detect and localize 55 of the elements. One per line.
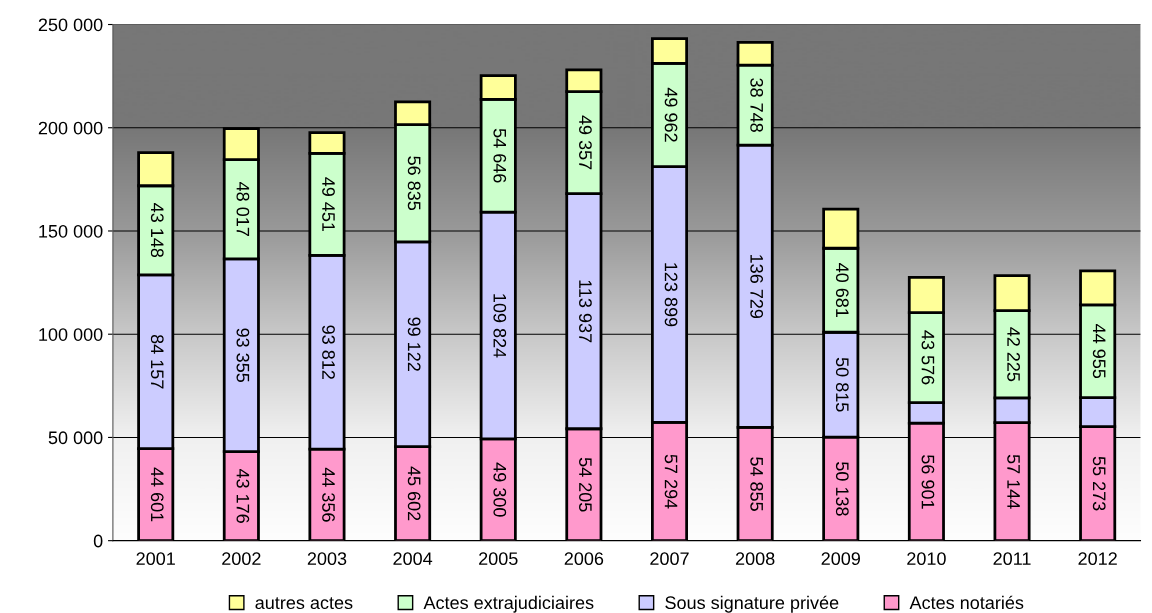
data-label: 42 225 [1007, 327, 1020, 382]
y-tick-label: 50 000 [48, 431, 103, 445]
data-label: 56 901 [921, 455, 935, 509]
data-label: 113 937 [579, 280, 592, 343]
data-label: 49 962 [664, 87, 678, 142]
data-label: 123 899 [664, 263, 678, 327]
y-tick-label: 150 000 [39, 224, 103, 238]
legend-label: autres actes [255, 597, 353, 610]
data-label: 38 748 [750, 78, 764, 132]
data-label: 57 144 [1007, 454, 1020, 509]
data-label: 44 356 [322, 467, 335, 522]
data-label: 99 122 [407, 317, 421, 371]
x-tick-label: 2009 [821, 552, 860, 566]
data-label: 44 601 [150, 467, 164, 522]
x-tick-label: 2006 [564, 552, 604, 566]
data-label: 49 451 [322, 177, 335, 232]
data-label: 45 602 [407, 466, 421, 521]
data-label: 49 357 [579, 115, 592, 170]
y-tick-label: 200 000 [38, 121, 103, 135]
data-label: 57 294 [664, 454, 678, 509]
data-label: 49 300 [493, 462, 507, 517]
x-tick-label: 2005 [479, 552, 518, 566]
x-tick-label: 2004 [393, 552, 433, 566]
y-tick-label: 250 000 [38, 18, 103, 32]
data-label: 136 729 [750, 255, 764, 319]
data-label: 54 205 [579, 457, 592, 512]
legend-label: Actes notariés [909, 595, 1024, 610]
data-label: 48 017 [236, 182, 250, 236]
data-label: 54 646 [493, 128, 507, 183]
legend-label: Actes extrajudiciaires [423, 595, 594, 613]
data-label: 43 176 [236, 468, 250, 523]
x-tick-label: 2003 [307, 552, 347, 566]
y-tick-label: 0 [93, 534, 103, 548]
x-tick-label: 2001 [136, 552, 175, 566]
data-label: 43 148 [150, 203, 164, 258]
data-label: 93 355 [236, 328, 250, 383]
x-tick-label: 2010 [907, 552, 946, 566]
data-label: 44 955 [1092, 324, 1106, 379]
data-label: 55 273 [1092, 456, 1106, 511]
data-label: 50 138 [835, 462, 849, 516]
y-tick-label: 100 000 [39, 328, 103, 341]
x-tick-label: 2012 [1078, 552, 1117, 566]
data-label: 50 815 [835, 357, 849, 412]
x-tick-label: 2011 [993, 552, 1031, 566]
data-label: 56 835 [407, 156, 421, 211]
data-label: 54 855 [750, 457, 764, 511]
x-tick-label: 2008 [735, 552, 775, 566]
x-tick-label: 2002 [222, 552, 261, 566]
data-label: 40 681 [835, 263, 849, 317]
data-label: 84 157 [150, 334, 164, 389]
data-label: 93 812 [322, 325, 335, 379]
data-label: 43 576 [921, 330, 935, 385]
x-tick-label: 2007 [650, 552, 689, 566]
legend-label: Sous signature privée [665, 595, 839, 613]
data-label: 109 824 [493, 294, 507, 358]
